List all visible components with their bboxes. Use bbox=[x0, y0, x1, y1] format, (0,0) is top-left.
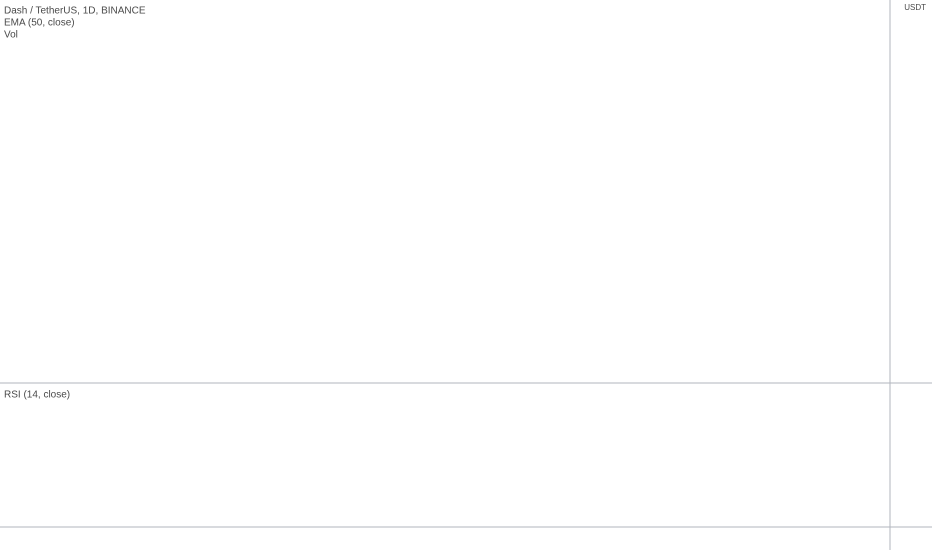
rsi-title: RSI (14, close) bbox=[4, 390, 70, 401]
indicator-label: Vol bbox=[4, 30, 18, 41]
currency-label: USDT bbox=[904, 3, 926, 12]
chart-title: Dash / TetherUS, 1D, BINANCE bbox=[4, 6, 146, 17]
indicator-label: EMA (50, close) bbox=[4, 18, 75, 29]
